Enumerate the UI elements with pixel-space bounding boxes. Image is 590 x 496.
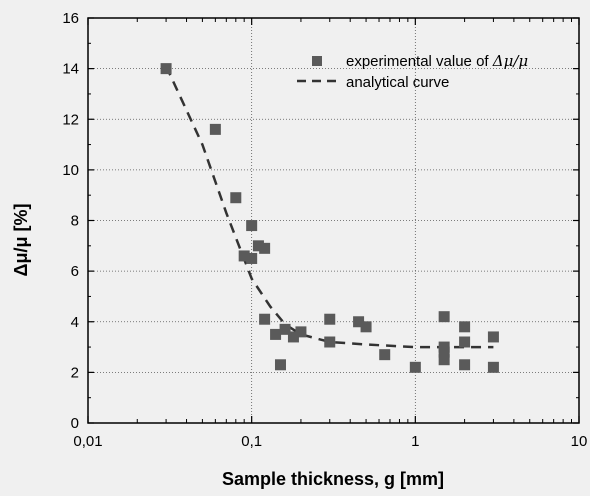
data-point-marker (270, 328, 282, 340)
data-point-marker (360, 321, 372, 333)
point-layer (160, 63, 499, 373)
x-tick-label: 10 (571, 433, 588, 450)
legend-label-symbol: Δμ/μ (492, 52, 528, 70)
data-point-marker (324, 336, 336, 348)
data-point-marker (160, 63, 172, 75)
y-tick-label: 2 (71, 364, 79, 381)
data-point-marker (246, 220, 258, 232)
legend-label-prefix: experimental value of (346, 53, 493, 70)
y-tick-label: 12 (62, 111, 79, 128)
analytical-curve-line (164, 65, 494, 349)
y-tick-label: 16 (62, 10, 79, 27)
data-point-marker (274, 359, 286, 371)
data-point-marker (459, 359, 471, 371)
x-tick-label: 1 (411, 433, 419, 450)
data-point-marker (459, 336, 471, 348)
data-point-marker (279, 323, 291, 335)
y-tick-label: 6 (71, 263, 79, 280)
y-tick-label: 14 (62, 61, 79, 78)
data-point-marker (438, 354, 450, 366)
legend-marker-experimental (312, 56, 322, 66)
data-point-marker (353, 316, 365, 328)
x-tick-label: 0,1 (241, 433, 262, 450)
data-point-marker (230, 192, 242, 204)
grid-layer (88, 18, 579, 423)
data-point-marker (438, 346, 450, 358)
data-point-marker (295, 326, 307, 338)
y-tick-label: 0 (71, 415, 79, 432)
data-point-marker (379, 349, 391, 361)
data-point-marker (238, 250, 250, 262)
y-tick-label: 8 (71, 213, 79, 230)
label-layer: 0 2 4 6 8 10 12 14 16 0,01 0,1 1 10 (62, 10, 587, 450)
x-tick-label: 0,01 (73, 433, 102, 450)
curve-layer (164, 65, 494, 349)
x-axis-title: Sample thickness, g [mm] (222, 469, 444, 489)
data-point-marker (409, 361, 421, 373)
data-point-marker (259, 313, 271, 325)
tick-layer (87, 17, 580, 424)
data-point-marker (252, 240, 264, 252)
data-point-marker (438, 311, 450, 323)
data-point-marker (487, 361, 499, 373)
legend: experimental value of Δμ/μ analytical cu… (297, 52, 528, 91)
data-point-marker (459, 321, 471, 333)
data-point-marker (209, 123, 221, 135)
y-axis-title: Δμ/μ [%] (11, 204, 31, 277)
legend-label-analytical: analytical curve (346, 74, 449, 91)
y-tick-label: 10 (62, 162, 79, 179)
data-point-marker (287, 331, 299, 343)
data-point-marker (487, 331, 499, 343)
data-point-marker (259, 242, 271, 254)
legend-label-experimental: experimental value of Δμ/μ (346, 52, 528, 70)
y-tick-label: 4 (71, 314, 79, 331)
data-point-marker (246, 252, 258, 264)
data-point-marker (324, 313, 336, 325)
